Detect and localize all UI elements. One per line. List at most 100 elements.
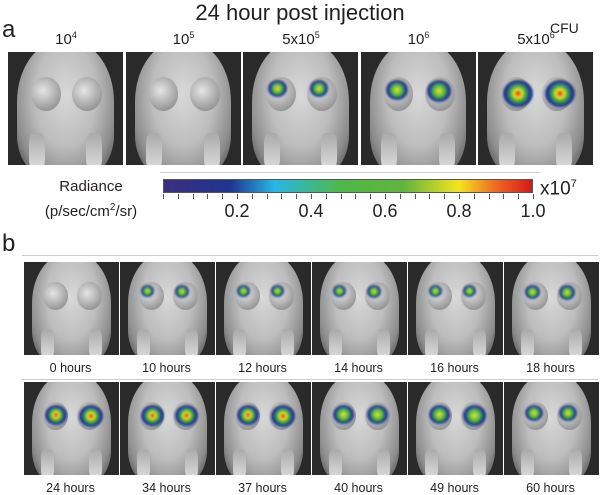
bioluminescence-signal [463, 285, 477, 298]
bioluminescence-signal [524, 405, 543, 422]
colorbar-tick [473, 194, 475, 199]
mouse-image [408, 382, 503, 475]
panel-a-label: a [2, 16, 16, 43]
colorbar-tick-label: 0.2 [224, 201, 250, 221]
mouse-image [120, 262, 215, 355]
timepoint-label: 60 hours [526, 481, 575, 495]
bioluminescence-signal [385, 80, 408, 100]
mouse-image [120, 382, 215, 475]
mouse-image [408, 262, 503, 355]
bioluminescence-signal [367, 285, 382, 298]
timepoint-label: 12 hours [238, 361, 287, 375]
bioluminescence-signal [236, 405, 259, 426]
colorbar-tick [237, 194, 238, 199]
timepoint-label: 24 hours [46, 481, 95, 495]
colorbar-tick [488, 194, 490, 199]
colorbar-tick [281, 194, 283, 199]
bioluminescence-signal [503, 80, 534, 108]
bioluminescence-signal [236, 285, 250, 297]
colorbar-tick-label: 0.6 [372, 201, 398, 221]
bioluminescence-signal [332, 285, 346, 297]
colorbar-tick [251, 194, 253, 199]
timepoint-label: 34 hours [142, 481, 191, 495]
timepoint-label: 16 hours [430, 361, 479, 375]
mouse-image [360, 52, 476, 165]
colorbar-tick-label: 0.8 [446, 201, 472, 221]
colorbar-tick [459, 194, 460, 199]
dose-label: 5x105 [282, 30, 320, 48]
colorbar-tick [518, 194, 520, 199]
bioluminescence-signal [463, 405, 486, 426]
dose-label: 106 [407, 30, 430, 48]
timepoint-label: 37 hours [238, 481, 287, 495]
dose-label: 105 [172, 30, 195, 48]
bioluminescence-signal [175, 285, 190, 298]
colorbar-tick [296, 194, 298, 199]
divider [22, 379, 598, 380]
timepoint-label: 18 hours [526, 361, 575, 375]
colorbar-tick [325, 194, 327, 199]
radiance-units: (p/sec/cm2/sr) [44, 202, 138, 220]
bioluminescence-signal [427, 80, 452, 102]
bioluminescence-signal [559, 405, 578, 422]
colorbar-scale: x107 [540, 178, 577, 200]
mouse-image [216, 382, 311, 475]
radiance-colorbar [163, 179, 533, 193]
colorbar-tick [207, 194, 209, 199]
timepoint-label: 49 hours [430, 481, 479, 495]
colorbar-tick [503, 194, 505, 199]
bioluminescence-signal [559, 285, 576, 300]
colorbar-tick [370, 194, 372, 199]
bioluminescence-signal [524, 285, 540, 299]
mouse-image [243, 52, 358, 165]
mouse-image [8, 52, 123, 165]
bioluminescence-signal [332, 405, 354, 424]
colorbar-tick [266, 194, 268, 199]
colorbar-tick [177, 194, 179, 199]
mouse-image [504, 382, 599, 475]
colorbar-tick [192, 194, 194, 199]
bioluminescence-signal [44, 405, 67, 426]
dose-label: 104 [55, 30, 77, 48]
colorbar-tick [222, 194, 224, 199]
mouse-image [24, 382, 119, 475]
colorbar-tick [355, 194, 357, 199]
colorbar-tick [399, 194, 401, 199]
divider [22, 255, 598, 256]
divider [160, 172, 540, 173]
colorbar-tick [533, 194, 534, 199]
bioluminescence-signal [268, 80, 287, 98]
colorbar-tick-label: 0.4 [298, 201, 324, 221]
cfu-unit-label: CFU [550, 20, 579, 36]
mouse-image [216, 262, 311, 355]
radiance-label: Radiance [59, 178, 123, 195]
bioluminescence-signal [79, 405, 104, 428]
timepoint-label: 14 hours [334, 361, 383, 375]
panel-a-title: 24 hour post injection [195, 0, 405, 25]
mouse-image [478, 52, 593, 165]
colorbar-tick [385, 194, 386, 199]
timepoint-label: 0 hours [49, 361, 92, 375]
bioluminescence-signal [428, 285, 443, 298]
dose-label: 5x106 [517, 30, 555, 48]
bioluminescence-signal [309, 80, 329, 98]
bioluminescence-signal [367, 405, 388, 424]
colorbar-tick [444, 194, 446, 199]
panel-b-label: b [2, 230, 16, 257]
colorbar-tick [340, 194, 342, 199]
mouse-image [312, 382, 407, 475]
mouse-image [504, 262, 599, 355]
colorbar-tick [429, 194, 431, 199]
timepoint-label: 10 hours [142, 361, 191, 375]
bioluminescence-signal [175, 405, 199, 427]
timepoint-label: 40 hours [334, 481, 383, 495]
mouse-image [125, 52, 241, 165]
mouse-image [312, 262, 407, 355]
colorbar-tick [311, 194, 312, 199]
bioluminescence-signal [428, 405, 450, 424]
bioluminescence-signal [271, 405, 296, 428]
mouse-image [24, 262, 119, 355]
bioluminescence-signal [140, 285, 154, 297]
bioluminescence-signal [544, 80, 575, 108]
colorbar-tick [414, 194, 416, 199]
